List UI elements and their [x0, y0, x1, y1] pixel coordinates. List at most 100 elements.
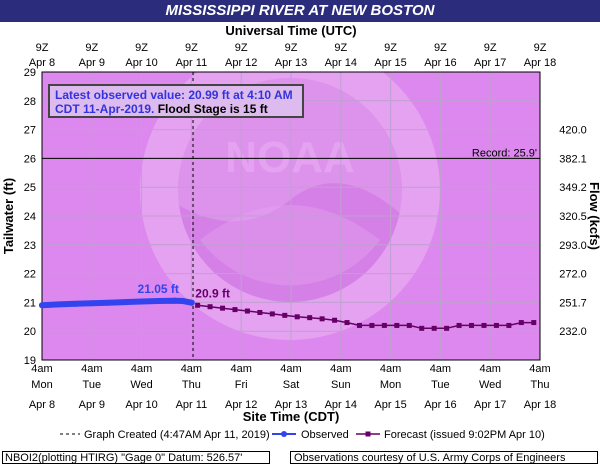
series-layer: 21.05 ft 20.9 ft [39, 282, 537, 331]
y-tick-label: 24 [24, 211, 36, 223]
top-tick-label: Apr 18 [524, 57, 556, 69]
observed-point [39, 302, 45, 309]
observed-point [88, 300, 95, 307]
y-tick-label: 25 [24, 182, 36, 194]
y2-tick-label: 251.7 [559, 297, 587, 309]
top-tick-label: Apr 16 [424, 57, 456, 69]
forecast-point [344, 320, 350, 326]
y-tick-label: 22 [24, 269, 36, 281]
top-tick-label: Apr 11 [176, 57, 208, 69]
x-tick-label: Tue [431, 379, 450, 391]
observed-point [55, 301, 62, 308]
top-tick-label: Apr 8 [29, 57, 55, 69]
observed-point [171, 297, 178, 304]
forecast-point [195, 302, 201, 308]
latest-observation-box: Latest observed value: 20.99 ft at 4:10 … [48, 84, 304, 118]
x-tick-label: Apr 14 [325, 399, 357, 411]
top-tick-label: 9Z [235, 42, 248, 54]
hydrograph-chart: NOAA 19 20 21 22 23 24 25 26 27 28 29 4am Mon Apr 8 9Z… [1, 23, 600, 441]
value-annotation: 20.9 ft [195, 286, 230, 300]
x-tick-label: Apr 10 [125, 399, 157, 411]
x-tick-label: Thu [182, 379, 201, 391]
y2-tick-label: 293.0 [559, 240, 587, 252]
x-tick-label: Sat [283, 379, 300, 391]
forecast-point [506, 322, 512, 328]
y-tick-label: 20 [24, 326, 36, 338]
forecast-point [518, 320, 524, 326]
forecast-point [381, 322, 387, 328]
x-tick-label: Apr 16 [424, 399, 456, 411]
x-tick-label: 4am [430, 363, 451, 375]
forecast-point [406, 322, 412, 328]
x-tick-label: Apr 13 [275, 399, 307, 411]
forecast-series-line [197, 304, 534, 330]
y-tick-label: 19 [24, 355, 36, 367]
datum-note: NBOI2(plotting HTIRG) "Gage 0" Datum: 52… [2, 451, 270, 464]
x-tick-label: Sun [331, 379, 351, 391]
x-tick-label: 4am [131, 363, 152, 375]
y-tick-label: 28 [24, 96, 36, 108]
observed-point [105, 299, 112, 306]
x-tick-label: 4am [529, 363, 550, 375]
top-tick-label: Apr 13 [275, 57, 307, 69]
observed-point [72, 300, 79, 307]
forecast-point [356, 322, 362, 328]
forecast-point [269, 311, 275, 317]
forecast-point [531, 320, 537, 326]
top-tick-label: Apr 15 [374, 57, 406, 69]
forecast-point [332, 317, 338, 323]
y2-tick-label: 232.0 [559, 326, 587, 338]
top-tick-label: Apr 9 [79, 57, 105, 69]
x-tick-label: Apr 12 [225, 399, 257, 411]
forecast-point [319, 316, 325, 322]
forecast-point [431, 325, 437, 331]
credit-note: Observations courtesy of U.S. Army Corps… [290, 451, 598, 464]
record-label: Record: 25.9' [472, 147, 537, 159]
x-tick-label: Apr 8 [29, 399, 55, 411]
y2-tick-label: 349.2 [559, 182, 587, 194]
top-axis-title: Universal Time (UTC) [225, 23, 356, 38]
forecast-point [419, 325, 425, 331]
observed-point [188, 299, 195, 306]
y-axis-title: Tailwater (ft) [1, 178, 16, 254]
svg-text:NOAA: NOAA [225, 133, 355, 182]
x-tick-label: 4am [81, 363, 102, 375]
value-annotation: 21.05 ft [138, 282, 179, 296]
observed-point [138, 298, 145, 305]
top-tick-label: 9Z [484, 42, 497, 54]
forecast-point [444, 325, 450, 331]
x-tick-label: 4am [230, 363, 251, 375]
latest-value-line2: CDT 11-Apr-2019. [55, 102, 155, 116]
legend-observed-marker [281, 431, 287, 437]
y2-tick-label: 272.0 [559, 269, 587, 281]
forecast-point [481, 322, 487, 328]
forecast-point [282, 312, 288, 318]
x-axis-title: Site Time (CDT) [243, 409, 340, 424]
y2-tick-label: 420.0 [559, 125, 587, 137]
forecast-point [493, 322, 499, 328]
forecast-point [394, 322, 400, 328]
top-tick-label: 9Z [185, 42, 198, 54]
observed-point [180, 297, 187, 304]
legend-label-forecast: Forecast (issued 9:02PM Apr 10) [384, 429, 545, 441]
legend-label-observed: Observed [301, 429, 349, 441]
x-tick-label: Tue [83, 379, 102, 391]
top-tick-label: 9Z [135, 42, 148, 54]
legend-forecast-marker [365, 431, 371, 437]
x-tick-label: 4am [280, 363, 301, 375]
forecast-point [244, 308, 250, 314]
chart-title: MISSISSIPPI RIVER AT NEW BOSTON [0, 0, 600, 22]
x-tick-label: Apr 18 [524, 399, 556, 411]
x-tick-label: Thu [531, 379, 550, 391]
x-tick-label: 4am [330, 363, 351, 375]
top-tick-label: 9Z [434, 42, 447, 54]
x-tick-label: 4am [31, 363, 52, 375]
top-tick-label: 9Z [285, 42, 298, 54]
flood-stage-note: Flood Stage is 15 ft [157, 102, 268, 116]
y-tick-label: 26 [24, 153, 36, 165]
plot-frame [41, 71, 541, 361]
forecast-point [369, 322, 375, 328]
y-tick-label: 23 [24, 240, 36, 252]
top-tick-label: 9Z [36, 42, 49, 54]
x-tick-label: Apr 9 [79, 399, 105, 411]
